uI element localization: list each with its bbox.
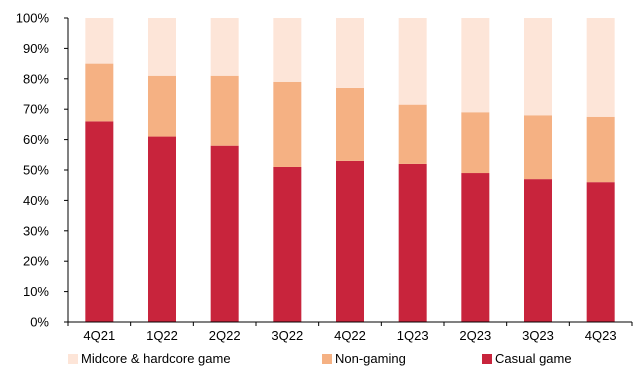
y-tick-label: 80%	[23, 71, 49, 86]
legend-item-midcore-hardcore: Midcore & hardcore game	[68, 351, 231, 367]
x-tick-label-2q23: 2Q23	[459, 328, 491, 343]
bar-casual-game-2q22	[210, 145, 239, 322]
y-tick-label: 50%	[23, 163, 49, 178]
bar-non-gaming-2q22	[210, 75, 239, 146]
legend-item-casual-game: Casual game	[482, 351, 572, 367]
legend-swatch-non-gaming	[322, 354, 332, 364]
bar-midcore-hardcore-game-1q23	[398, 18, 427, 105]
legend-item-non-gaming: Non-gaming	[322, 351, 406, 367]
legend-swatch-casual-game	[482, 354, 492, 364]
bar-non-gaming-2q23	[461, 112, 490, 174]
bar-casual-game-1q22	[148, 136, 176, 322]
x-tick-label-2q22: 2Q22	[209, 328, 241, 343]
bar-casual-game-4q21	[85, 121, 114, 322]
bar-midcore-hardcore-game-4q22	[336, 18, 364, 88]
y-tick-label: 70%	[23, 102, 49, 117]
y-tick-label: 90%	[23, 41, 49, 56]
x-tick-label-4q21: 4Q21	[83, 328, 115, 343]
legend-label-casual-game: Casual game	[495, 351, 572, 366]
y-tick-label: 0%	[30, 315, 49, 330]
bar-midcore-hardcore-game-2q22	[210, 18, 239, 76]
bar-midcore-hardcore-game-4q21	[85, 18, 114, 64]
x-tick-label-4q23: 4Q23	[585, 328, 617, 343]
x-tick-label-4q22: 4Q22	[334, 328, 366, 343]
bar-non-gaming-3q22	[273, 81, 302, 167]
bar-midcore-hardcore-game-1q22	[148, 18, 176, 76]
bar-casual-game-3q22	[273, 166, 302, 322]
bar-non-gaming-4q21	[85, 63, 114, 122]
y-tick-label: 60%	[23, 132, 49, 147]
bar-casual-game-3q23	[524, 179, 552, 322]
bar-midcore-hardcore-game-4q23	[586, 18, 615, 117]
bar-midcore-hardcore-game-2q23	[461, 18, 490, 113]
x-tick-label-1q23: 1Q23	[397, 328, 429, 343]
bar-casual-game-2q23	[461, 173, 490, 322]
y-tick-label: 100%	[16, 11, 50, 26]
ticks-layer: 0% 10% 20% 30% 40% 50% 60% 70% 80% 90% 100% 4Q21 1Q2…	[16, 11, 633, 343]
bars-layer	[85, 18, 615, 322]
bar-casual-game-4q23	[586, 182, 615, 322]
x-tick-label-3q22: 3Q22	[271, 328, 303, 343]
y-tick-label: 40%	[23, 193, 49, 208]
bar-non-gaming-3q23	[524, 115, 552, 180]
x-tick-label-3q23: 3Q23	[522, 328, 554, 343]
bar-non-gaming-1q22	[148, 75, 176, 137]
y-tick-label: 10%	[23, 284, 49, 299]
x-tick-label-1q22: 1Q22	[146, 328, 178, 343]
y-tick-label: 30%	[23, 223, 49, 238]
legend-swatch-midcore-hardcore	[68, 354, 78, 364]
bar-non-gaming-1q23	[398, 104, 427, 164]
bar-non-gaming-4q22	[336, 87, 364, 161]
chart-svg: 0% 10% 20% 30% 40% 50% 60% 70% 80% 90% 100% 4Q21 1Q2…	[16, 11, 633, 343]
bar-midcore-hardcore-game-3q23	[524, 18, 552, 116]
legend: Midcore & hardcore game Non-gaming Casua…	[0, 351, 639, 367]
bar-midcore-hardcore-game-3q22	[273, 18, 302, 82]
y-tick-label: 20%	[23, 254, 49, 269]
bar-casual-game-4q22	[336, 160, 364, 322]
bar-casual-game-1q23	[398, 163, 427, 322]
legend-label-non-gaming: Non-gaming	[335, 351, 406, 366]
legend-label-midcore-hardcore: Midcore & hardcore game	[81, 351, 231, 366]
bar-non-gaming-4q23	[586, 116, 615, 183]
